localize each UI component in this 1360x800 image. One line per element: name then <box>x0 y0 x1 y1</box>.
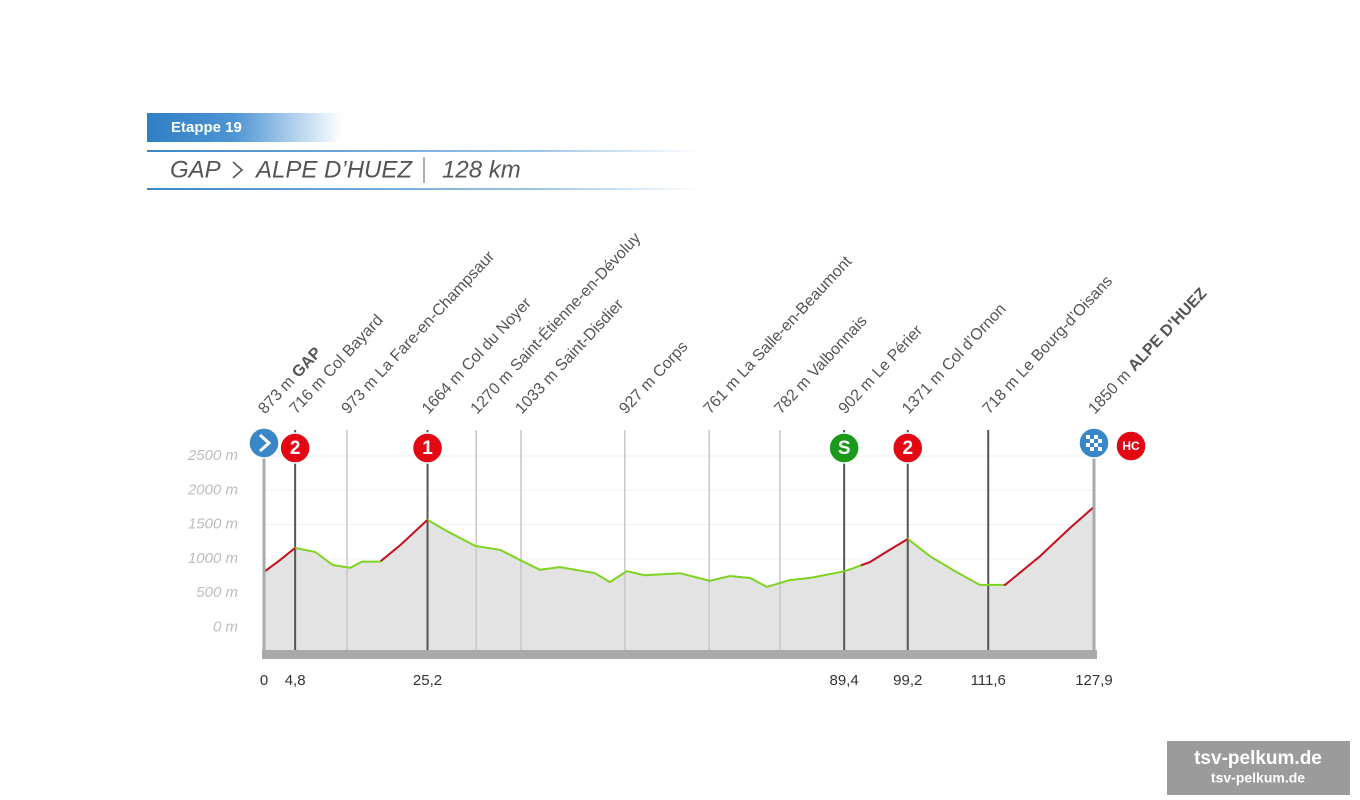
checker <box>1086 435 1090 439</box>
y-tick-label: 1000 m <box>188 550 238 567</box>
checker <box>1090 447 1094 451</box>
place-label: 761 mLa Salle-en-Beaumont <box>701 253 856 418</box>
place-altitude: 716 m <box>287 373 330 417</box>
finish-town: ALPE D’HUEZ <box>254 156 413 183</box>
profile-area <box>264 506 1094 650</box>
place-altitude: 1664 m <box>419 367 468 418</box>
checker <box>1098 447 1102 451</box>
place-name: Corps <box>650 339 692 382</box>
start-icon <box>248 427 280 459</box>
place-altitude: 718 m <box>980 373 1023 417</box>
place-name: Le Bourg-d’Oisans <box>1014 273 1117 382</box>
x-tick-label: 4,8 <box>285 672 306 689</box>
climb-line <box>380 519 429 562</box>
climb-badge <box>1115 430 1147 462</box>
place-altitude: 973 m <box>339 373 382 417</box>
header-rule <box>147 188 702 190</box>
climb-category: 1 <box>422 438 433 459</box>
climb-line <box>1003 506 1095 586</box>
watermark: tsv-pelkum.de <box>1211 770 1305 786</box>
checker <box>1098 439 1102 443</box>
x-tick-label: 99,2 <box>893 672 922 689</box>
x-tick-label: 25,2 <box>413 672 442 689</box>
place-altitude: 782 m <box>771 373 814 417</box>
place-name: ALPE D’HUEZ <box>1125 285 1210 375</box>
place-name: Col d’Ornon <box>939 301 1010 375</box>
checker <box>1094 435 1098 439</box>
checker <box>1094 443 1098 447</box>
start-town: GAP <box>170 156 221 183</box>
checker <box>1086 443 1090 447</box>
place-name: Le Périer <box>869 322 926 382</box>
x-tick-label: 89,4 <box>830 672 859 689</box>
place-name: GAP <box>289 344 325 381</box>
climb-category: S <box>838 438 851 459</box>
place-altitude: 1371 m <box>899 367 948 418</box>
climb-badge <box>411 432 444 464</box>
profile-line <box>263 506 1095 588</box>
climb-badge <box>892 432 924 464</box>
x-tick-label: 111,6 <box>971 672 1006 689</box>
x-tick-label: 127,9 <box>1075 672 1113 689</box>
climb-line <box>860 538 909 567</box>
climb-badge <box>828 432 860 464</box>
y-tick-label: 2500 m <box>187 447 238 464</box>
arrow <box>232 161 244 179</box>
place-altitude: 902 m <box>836 373 879 417</box>
place-altitude: 1850 m <box>1086 367 1135 418</box>
y-tick-label: 500 m <box>196 584 238 601</box>
start-arrow <box>259 433 272 453</box>
header-rule <box>147 150 702 152</box>
place-label: 1850 mALPE D’HUEZ <box>1086 285 1211 417</box>
place-name: Valbonnais <box>805 313 871 382</box>
watermark-box <box>1167 741 1350 795</box>
stage-label: Etappe 19 <box>171 119 242 136</box>
climb-category: HC <box>1122 439 1140 453</box>
baseline-bar <box>262 650 1097 659</box>
climb-category: 2 <box>290 438 301 459</box>
place-altitude: 927 m <box>616 373 659 417</box>
climb-badge <box>279 432 311 464</box>
checker <box>1090 439 1094 443</box>
climb-line <box>263 547 296 573</box>
x-tick-label: 0 <box>260 672 268 689</box>
watermark: tsv-pelkum.de <box>1194 748 1322 769</box>
place-altitude: 1270 m <box>468 367 517 418</box>
y-tick-label: 2000 m <box>187 481 238 498</box>
y-tick-label: 1500 m <box>188 516 238 533</box>
place-altitude: 761 m <box>701 373 744 417</box>
stage-badge <box>147 113 342 142</box>
y-tick-label: 0 m <box>213 618 238 635</box>
place-label: 927 mCorps <box>616 339 691 418</box>
climb-category: 2 <box>902 438 913 459</box>
distance: 128 km <box>442 156 521 183</box>
place-name: La Salle-en-Beaumont <box>734 253 855 381</box>
plot: 0 m 500 m 1000 m 1500 m 2000 m 2500 m 0 4,8 25,2… <box>187 229 1211 689</box>
